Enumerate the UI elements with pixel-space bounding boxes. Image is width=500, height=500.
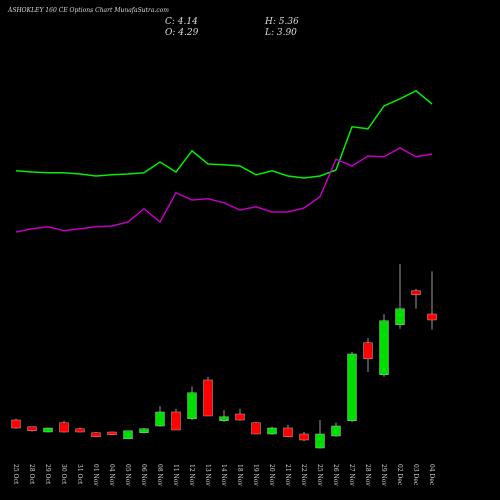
- x-tick-label: 01 Nov: [92, 464, 99, 486]
- x-tick-label: 12 Nov: [188, 464, 195, 486]
- x-tick-label: 28 Oct: [28, 464, 35, 485]
- x-tick-label: 25 Oct: [12, 464, 19, 485]
- candle-body: [251, 422, 261, 435]
- candle-body: [123, 430, 133, 439]
- candle-body: [75, 428, 85, 433]
- x-tick-label: 19 Nov: [252, 464, 259, 486]
- candle-body: [331, 425, 341, 437]
- candle-body: [315, 433, 325, 449]
- candle-body: [171, 411, 181, 431]
- candle-body: [219, 416, 229, 421]
- candle-body: [299, 433, 309, 441]
- candle-body: [59, 422, 69, 433]
- candle-body: [139, 428, 149, 433]
- x-tick-label: 04 Nov: [108, 464, 115, 486]
- x-tick-label: 04 Dec: [428, 464, 435, 486]
- indicator-line: [15, 147, 433, 233]
- x-tick-label: 31 Oct: [76, 464, 83, 485]
- x-tick-label: 14 Nov: [220, 464, 227, 486]
- x-tick-label: 27 Nov: [348, 464, 355, 486]
- x-tick-label: 30 Oct: [60, 464, 67, 485]
- candle-body: [267, 427, 277, 435]
- open-info: O: 4.29: [165, 28, 199, 38]
- high-info: H: 5.36: [264, 17, 299, 27]
- x-tick-label: 25 Nov: [316, 464, 323, 486]
- candle-body: [11, 419, 21, 429]
- candle-body: [43, 427, 53, 433]
- candle-body: [91, 432, 101, 437]
- x-tick-label: 06 Nov: [140, 464, 147, 486]
- x-tick-label: 13 Nov: [204, 464, 211, 486]
- candle-body: [411, 290, 421, 295]
- candle-body: [283, 427, 293, 438]
- indicator-line: [15, 89, 433, 179]
- candle-body: [235, 413, 245, 421]
- candle-body: [379, 320, 389, 375]
- x-tick-label: 11 Nov: [172, 464, 179, 486]
- candle-body: [203, 379, 213, 417]
- x-tick-label: 28 Nov: [364, 464, 371, 486]
- x-tick-label: 22 Nov: [300, 464, 307, 486]
- x-tick-label: 20 Nov: [268, 464, 275, 486]
- candle-body: [395, 308, 405, 325]
- candle-body: [187, 392, 197, 419]
- x-tick-label: 29 Nov: [380, 464, 387, 486]
- x-tick-label: 26 Nov: [332, 464, 339, 486]
- x-tick-label: 03 Dec: [412, 464, 419, 486]
- candle-body: [107, 431, 117, 435]
- x-tick-label: 08 Nov: [156, 464, 163, 486]
- candle-body: [155, 411, 165, 427]
- close-info: C: 4.14: [165, 17, 198, 27]
- candle-body: [363, 342, 373, 359]
- candle-body: [27, 426, 37, 431]
- x-tick-label: 18 Nov: [236, 464, 243, 486]
- candle-body: [427, 313, 437, 321]
- low-info: L: 3.90: [264, 28, 297, 38]
- x-tick-label: 29 Oct: [44, 464, 51, 485]
- x-tick-label: 21 Nov: [284, 464, 291, 486]
- candle-body: [347, 353, 357, 422]
- x-tick-label: 05 Nov: [124, 464, 131, 486]
- chart-title: ASHOKLEY 160 CE Options Chart MunafaSutr…: [7, 7, 169, 14]
- x-tick-label: 02 Dec: [396, 464, 403, 486]
